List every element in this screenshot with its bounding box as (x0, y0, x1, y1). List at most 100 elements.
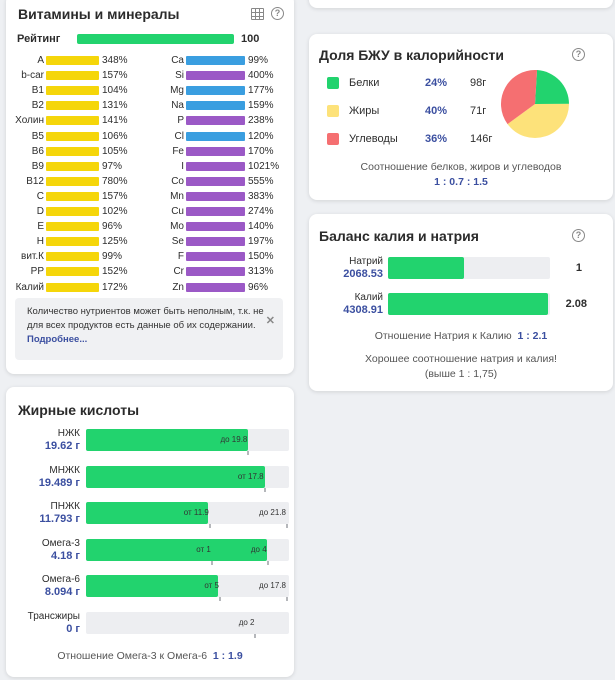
vitamins-title: Витамины и минералы (18, 6, 180, 22)
help-icon[interactable]: ? (572, 48, 585, 61)
nutrient-label: P (177, 115, 184, 127)
nutrient-value: 157% (102, 190, 128, 202)
nutrient-label: PP (30, 266, 44, 278)
nutrient-row: Si 400% (131, 69, 273, 82)
nutrient-row: Калий 172% (10, 281, 130, 294)
nutrient-label: Zn (172, 281, 184, 293)
nutrient-label: D (36, 206, 44, 217)
nutrient-bar (46, 207, 99, 216)
fatty-bar-fill (86, 502, 208, 524)
nutrient-bar (46, 191, 99, 201)
nutrient-value: 152% (102, 266, 128, 278)
nutrient-bar (46, 86, 99, 96)
bju-percent: 36% (425, 133, 448, 145)
nutrient-label: Cl (174, 130, 184, 142)
bju-percent: 24% (425, 77, 448, 89)
nutrient-label: Co (171, 175, 184, 187)
fatty-bar-tick (263, 487, 266, 492)
table-icon[interactable] (251, 8, 264, 20)
fatty-label: Омега-6 8.094 г (16, 574, 80, 598)
fatty-bar-marker: до 2 (238, 617, 255, 627)
rating-bar (77, 34, 234, 44)
close-icon[interactable]: ✕ (265, 315, 275, 327)
nutrient-bar (186, 176, 245, 186)
bju-grams: 98г (470, 77, 487, 89)
nutrient-row: B6 105% (10, 145, 130, 158)
bju-row: Жиры 40% 71г (327, 103, 527, 119)
nutrient-bar (46, 282, 99, 292)
nutrient-value: 106% (102, 130, 128, 142)
rating-value: 100 (241, 33, 260, 45)
nutrient-row: Na 159% (131, 99, 273, 112)
nutrient-value: 105% (102, 145, 128, 157)
bju-caption: Соотношение белков, жиров и углеводов (360, 161, 562, 173)
nutrient-bar (186, 207, 245, 216)
kna-bar (388, 293, 550, 315)
fatty-bar-fill (86, 538, 267, 561)
bju-row: Углеводы 36% 146г (327, 131, 527, 147)
fatty-bar: до 19.8 (86, 429, 289, 455)
kna-value: 4308.91 (343, 304, 383, 316)
nutrient-bar (46, 116, 99, 126)
nutrient-label: b-car (21, 70, 44, 82)
nutrient-value: 97% (102, 160, 123, 172)
nutrient-bar (186, 267, 245, 277)
bju-name: Жиры (349, 105, 380, 117)
bju-ratio-value: 1 : 0.7 : 1.5 (434, 176, 488, 188)
nutrient-row: I 1021% (131, 160, 279, 173)
nutrient-bar (46, 146, 99, 156)
nutrient-label: B9 (31, 160, 44, 172)
nutrient-value: 170% (248, 145, 274, 157)
help-icon[interactable]: ? (572, 229, 585, 242)
fatty-bar-marker: от 17.8 (237, 471, 264, 481)
fatty-bar: от 5 до 17.8 (86, 575, 289, 601)
nutrient-bar (46, 101, 99, 111)
fatty-value: 8.094 г (44, 586, 80, 598)
fatty-bar: от 11.9 до 21.8 (86, 502, 289, 528)
nutrient-label: Mo (170, 221, 184, 233)
nutrient-value: 238% (248, 115, 274, 127)
kna-ratio-text: Отношение Натрия к Калию (374, 330, 512, 342)
nutrient-value: 274% (248, 206, 274, 217)
nutrient-bar (46, 161, 99, 171)
nutrient-row: Mg 177% (131, 84, 273, 97)
fatty-bar: от 1 до 4 (86, 538, 289, 565)
fatty-bar-tick (285, 524, 288, 528)
bju-name: Белки (349, 77, 380, 89)
fatty-bar: от 17.8 (86, 465, 289, 492)
nutrient-value: 1021% (248, 160, 280, 172)
kna-ratio-number: 2.08 (565, 298, 587, 310)
nutrient-label: B2 (31, 100, 44, 112)
nutrient-row: Cr 313% (131, 265, 273, 278)
nutrient-value: 159% (248, 100, 274, 112)
nutrient-value: 157% (102, 70, 128, 82)
help-icon[interactable]: ? (271, 7, 284, 20)
fatty-bar-fill (86, 429, 249, 451)
pie-slice-1 (507, 103, 569, 138)
nutrient-value: 96% (102, 221, 123, 233)
pie-slice-2 (501, 70, 538, 125)
bju-pie-chart (501, 70, 569, 138)
nutrient-label: H (36, 236, 44, 248)
fatty-name: ПНЖК (50, 501, 80, 512)
fatty-bar-marker: до 19.8 (220, 435, 248, 444)
fatty-label: НЖК 19.62 г (16, 428, 80, 452)
kna-bar-fill (388, 293, 549, 315)
kna-ratio-number: 1 (575, 262, 582, 274)
omega-ratio: Отношение Омега-3 к Омега-6 1 : 1.9 (6, 650, 294, 662)
nutrient-bar (186, 252, 245, 262)
kna-label: Калий 4308.91 (323, 292, 383, 316)
nutrient-row: B5 106% (10, 130, 130, 143)
nutrient-label: Cu (171, 206, 184, 217)
nutrient-value: 780% (102, 175, 128, 187)
nutrient-bar (186, 71, 245, 81)
fatty-bar-tick (285, 597, 288, 601)
fatty-bar-marker: от 11.9 (183, 508, 209, 517)
nutrient-label: вит.К (21, 251, 44, 263)
nutrient-bar (186, 191, 245, 201)
nutrient-label: Ca (171, 55, 184, 66)
nutrient-bar (46, 237, 99, 247)
bju-grams: 71г (470, 105, 487, 117)
info-more-link[interactable]: Подробнее... (27, 334, 88, 345)
nutrient-bar (186, 146, 245, 156)
